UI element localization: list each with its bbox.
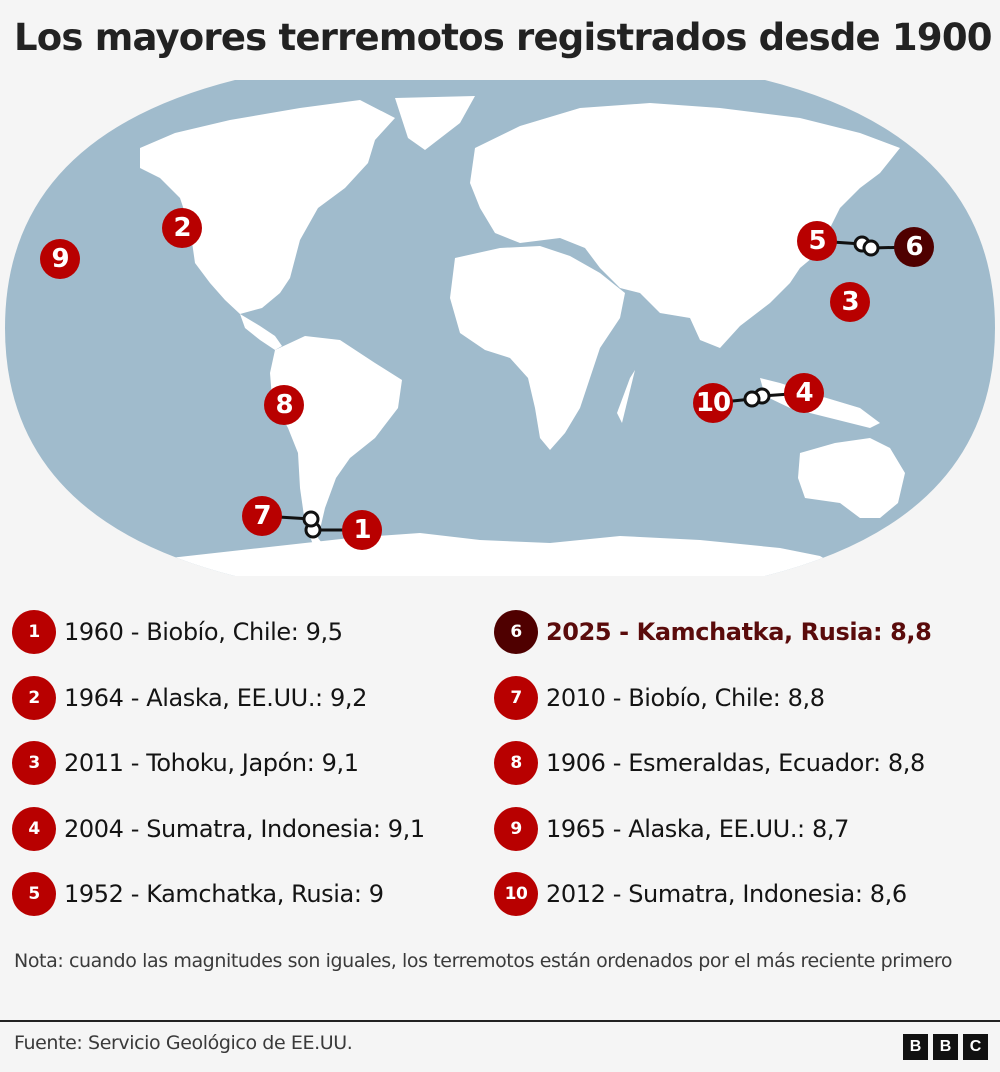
legend-label: 1964 - Alaska, EE.UU.: 9,2 <box>64 683 367 712</box>
legend-item: 4 2004 - Sumatra, Indonesia: 9,1 <box>12 806 425 851</box>
map-marker-10: 10 <box>693 383 733 423</box>
rank-badge: 2 <box>12 675 56 720</box>
world-map: 1 2 3 4 5 6 7 8 9 10 <box>0 78 1000 578</box>
footnote: Nota: cuando las magnitudes son iguales,… <box>14 950 953 972</box>
rank-badge: 9 <box>494 806 538 851</box>
epicenter-ring-icon <box>743 390 761 408</box>
legend-label: 2010 - Biobío, Chile: 8,8 <box>546 683 825 712</box>
legend-label: 2004 - Sumatra, Indonesia: 9,1 <box>64 814 425 843</box>
legend-label: 2025 - Kamchatka, Rusia: 8,8 <box>546 618 932 646</box>
epicenter-ring-icon <box>862 239 880 257</box>
map-marker-3: 3 <box>830 282 870 322</box>
marker-connectors <box>261 235 915 539</box>
page-title: Los mayores terremotos registrados desde… <box>14 16 993 59</box>
map-marker-5: 5 <box>797 221 837 261</box>
rank-badge: 4 <box>12 806 56 851</box>
legend-item: 2 1964 - Alaska, EE.UU.: 9,2 <box>12 675 425 720</box>
map-marker-8: 8 <box>264 385 304 425</box>
rank-badge: 10 <box>494 872 538 916</box>
legend-label: 2011 - Tohoku, Japón: 9,1 <box>64 749 359 777</box>
legend-item: 5 1952 - Kamchatka, Rusia: 9 <box>12 872 425 916</box>
legend-item: 1 1960 - Biobío, Chile: 9,5 <box>12 610 425 654</box>
map-marker-2: 2 <box>162 208 202 248</box>
rank-badge: 3 <box>12 741 56 785</box>
legend-item: 8 1906 - Esmeraldas, Ecuador: 8,8 <box>494 741 931 785</box>
rank-badge: 7 <box>494 675 538 720</box>
legend-item: 9 1965 - Alaska, EE.UU.: 8,7 <box>494 806 931 851</box>
legend-label: 2012 - Sumatra, Indonesia: 8,6 <box>546 880 907 908</box>
map-marker-7: 7 <box>242 496 282 536</box>
legend-label: 1960 - Biobío, Chile: 9,5 <box>64 618 343 646</box>
rank-badge: 6 <box>494 610 538 654</box>
bbc-logo-letter: B <box>933 1034 958 1060</box>
rank-badge: 5 <box>12 872 56 916</box>
legend: 1 1960 - Biobío, Chile: 9,5 2 1964 - Alaska… <box>0 610 1000 930</box>
bbc-logo-letter: B <box>903 1034 928 1060</box>
source-credit: Fuente: Servicio Geológico de EE.UU. <box>14 1032 353 1054</box>
legend-item: 3 2011 - Tohoku, Japón: 9,1 <box>12 741 425 785</box>
legend-column-right: 6 2025 - Kamchatka, Rusia: 8,8 7 2010 - Bio… <box>494 610 932 938</box>
map-marker-6: 6 <box>894 227 934 267</box>
map-marker-9: 9 <box>40 239 80 279</box>
world-map-graphic <box>5 80 995 576</box>
bbc-logo: B B C <box>903 1034 988 1060</box>
legend-label: 1952 - Kamchatka, Rusia: 9 <box>64 880 384 908</box>
footer-divider <box>0 1020 1000 1022</box>
epicenter-ring-icon <box>302 510 320 528</box>
bbc-logo-letter: C <box>963 1034 988 1060</box>
rank-badge: 1 <box>12 610 56 654</box>
legend-label: 1965 - Alaska, EE.UU.: 8,7 <box>546 814 849 843</box>
map-marker-4: 4 <box>784 373 824 413</box>
legend-item: 10 2012 - Sumatra, Indonesia: 8,6 <box>494 872 931 916</box>
map-marker-1: 1 <box>342 510 382 550</box>
rank-badge: 8 <box>494 741 538 785</box>
legend-label: 1906 - Esmeraldas, Ecuador: 8,8 <box>546 749 925 777</box>
legend-column-left: 1 1960 - Biobío, Chile: 9,5 2 1964 - Alaska… <box>12 610 425 938</box>
legend-item: 6 2025 - Kamchatka, Rusia: 8,8 <box>494 610 932 654</box>
legend-item: 7 2010 - Biobío, Chile: 8,8 <box>494 675 931 720</box>
